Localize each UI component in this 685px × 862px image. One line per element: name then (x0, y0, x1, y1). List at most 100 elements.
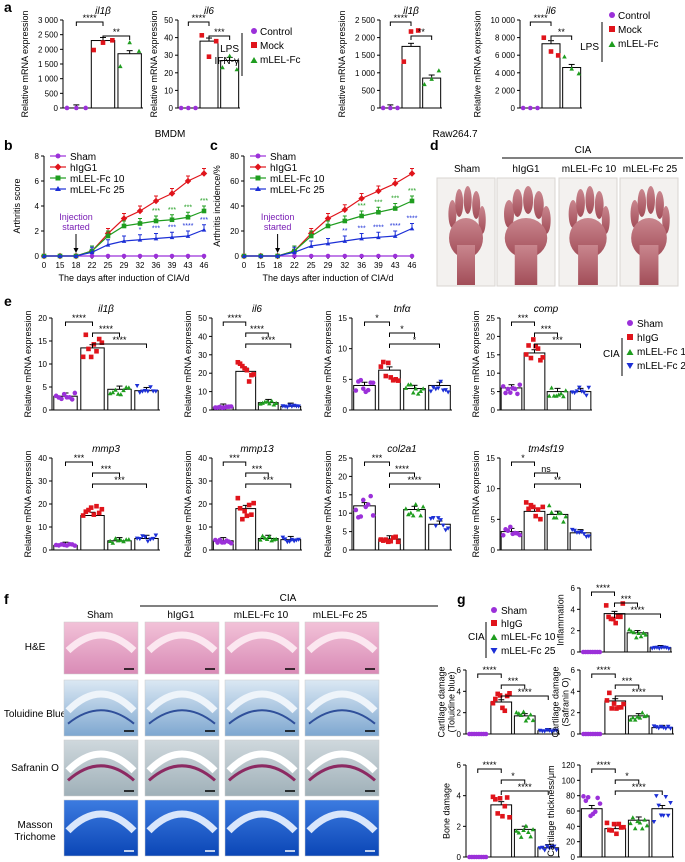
sig-bracket (614, 779, 640, 784)
data-point (533, 513, 538, 519)
data-point (528, 712, 533, 717)
data-point (428, 389, 434, 394)
data-point (267, 534, 272, 539)
y-tick-label: 40 (566, 822, 575, 831)
y-tick-label: 20 (566, 838, 575, 847)
data-point (113, 387, 118, 392)
data-point (121, 387, 126, 393)
data-point (530, 827, 536, 832)
data-point (269, 398, 274, 403)
y-tick-label: 10 (198, 388, 207, 397)
data-point (500, 533, 506, 538)
data-point (342, 218, 348, 224)
histology-tile (224, 799, 300, 857)
legend-c-higg1: hIgG1 (270, 163, 298, 174)
paw-toe (655, 191, 664, 219)
joint-arc (226, 750, 298, 774)
data-point (185, 253, 191, 259)
data-point (408, 510, 414, 515)
panel-d-paws: CIA Sham hIgG1 mLEL-Fc 10 mLEL-Fc 25 (436, 145, 683, 287)
data-point (246, 502, 252, 508)
y-tick-label: 8 (35, 152, 40, 161)
data-point (251, 372, 256, 377)
data-point (353, 507, 359, 513)
data-point (360, 497, 366, 503)
data-point (110, 37, 115, 43)
sig-bracket (614, 613, 661, 618)
paw-toe (568, 200, 578, 228)
data-point (563, 514, 569, 519)
y-tick-label: 6 (457, 761, 462, 770)
data-point (308, 233, 314, 239)
data-point (615, 614, 621, 620)
y-tick-label: 2 (457, 822, 462, 831)
sig-label: *** (621, 594, 632, 604)
sig-label: ** (342, 228, 348, 235)
panel-label-a: a (4, 0, 12, 15)
legend-b-sham: Sham (70, 152, 96, 163)
data-point (445, 526, 451, 531)
data-point (80, 354, 86, 360)
data-point (562, 54, 567, 59)
data-point (606, 614, 611, 620)
data-point (186, 105, 191, 111)
y-tick-label: 60 (230, 177, 239, 186)
y-tick-label: 2 000 (38, 45, 59, 54)
data-point (616, 705, 622, 710)
data-point (440, 523, 446, 528)
data-point (541, 35, 547, 40)
data-point (121, 223, 127, 229)
data-point (73, 253, 79, 258)
data-point (604, 820, 610, 826)
y-tick-label: 20 (198, 500, 207, 509)
data-point (613, 620, 618, 626)
y-tick-label: 0 (491, 546, 496, 555)
data-point (635, 818, 640, 824)
x-tick-label: 25 (104, 261, 113, 270)
legend-e-m25: mLEL-Fc 25 (637, 361, 685, 372)
data-point (581, 390, 587, 395)
sig-label: *** (518, 313, 529, 323)
data-point (523, 823, 529, 828)
data-point (137, 390, 143, 395)
y-tick-label: 1 500 (355, 51, 376, 60)
legend-item-mlel: mLEL-Fc (260, 55, 301, 66)
data-point (531, 504, 536, 510)
sig-label: *** (263, 475, 274, 485)
data-point (246, 379, 252, 384)
y-axis-label: Bone damage (441, 783, 451, 839)
chart-a2-il6-bmdm: 0 10 20 30 40 50 Relative mRNA expression il6**… (149, 6, 240, 118)
y-tick-label: 5 (343, 528, 348, 537)
data-point (586, 385, 592, 390)
y-tick-label: 60 (566, 807, 575, 816)
data-point (59, 396, 64, 402)
data-point (523, 718, 529, 723)
data-point (495, 811, 501, 816)
data-point (576, 71, 582, 76)
y-tick-label: 10 (338, 345, 347, 354)
sig-label: *** (229, 453, 240, 463)
x-tick-label: 0 (242, 261, 247, 270)
y-tick-label: 2 000 (495, 86, 516, 95)
data-point (99, 340, 105, 345)
chart-title: il1β (403, 6, 419, 17)
y-tick-label: 10 000 (491, 16, 516, 25)
x-tick-label: 22 (88, 261, 97, 270)
sig-label: **** (632, 687, 647, 697)
y-tick-label: 4 (571, 605, 576, 614)
data-point (508, 524, 513, 530)
sig-label: * (139, 227, 142, 234)
data-point (521, 827, 526, 832)
data-point (500, 705, 505, 711)
safranin-band (67, 764, 135, 782)
d-col-sham: Sham (454, 164, 480, 175)
data-point (88, 354, 94, 360)
paw-toe (637, 189, 647, 217)
data-point (385, 360, 391, 366)
legend-e-higg: hIgG (637, 333, 659, 344)
data-point (269, 538, 274, 543)
paw-toe (523, 186, 534, 214)
data-point (136, 48, 142, 53)
